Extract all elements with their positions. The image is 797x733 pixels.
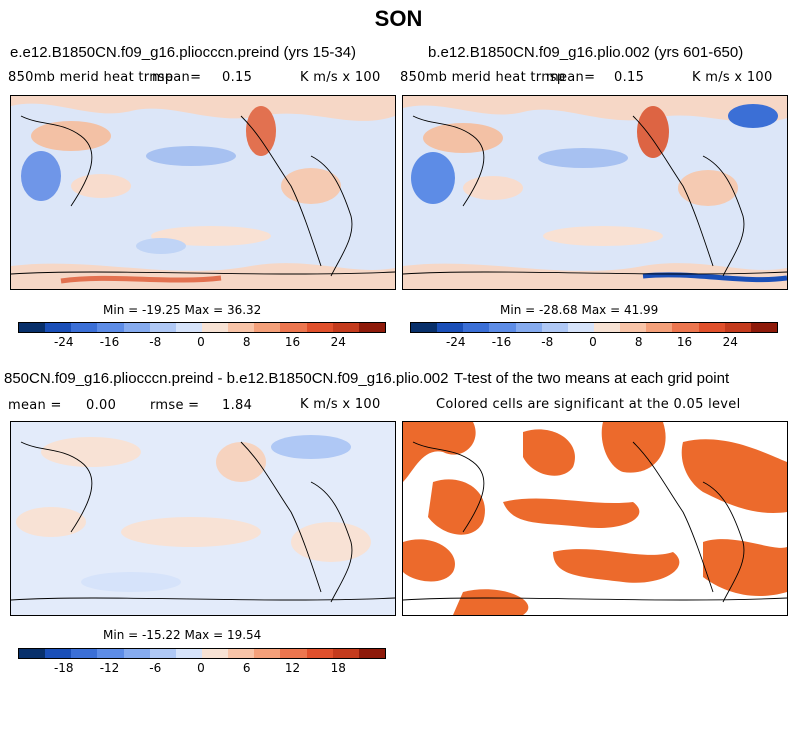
panel1-min-max: Min = -19.25 Max = 36.32: [103, 303, 262, 317]
colorbar-tick-label: 16: [676, 335, 693, 349]
figure-title: SON: [374, 6, 423, 31]
panel2-min-max: Min = -28.68 Max = 41.99: [500, 303, 659, 317]
panel4-title: T-test of the two means at each grid poi…: [454, 370, 730, 387]
colorbar-swatch: [672, 323, 699, 332]
colorbar-swatch: [45, 649, 72, 658]
colorbar-swatch: [541, 323, 568, 332]
colorbar-swatch: [254, 323, 281, 332]
colorbar-tick-label: -16: [491, 335, 512, 349]
panel1-map: [10, 95, 396, 290]
colorbar-tick-label: 0: [589, 335, 597, 349]
colorbar-tick-label: 16: [284, 335, 301, 349]
colorbar-tick-label: -6: [149, 661, 162, 675]
colorbar-swatch: [201, 323, 229, 332]
panel1-title: e.e12.B1850CN.f09_g16.pliocccn.preind (y…: [10, 44, 357, 61]
colorbar-swatch: [228, 323, 255, 332]
panel3-min-max: Min = -15.22 Max = 19.54: [103, 628, 262, 642]
panel1-variable-label: 850mb merid heat trnsp: [8, 70, 174, 85]
colorbar-tick-label: -8: [541, 335, 554, 349]
colorbar-swatch: [228, 649, 255, 658]
colorbar-tick-label: 24: [722, 335, 738, 349]
colorbar-swatch: [698, 323, 725, 332]
colorbar-swatch: [620, 323, 647, 332]
colorbar-swatch: [515, 323, 542, 332]
colorbar-tick-label: 0: [197, 335, 205, 349]
colorbar-tick-label: 0: [197, 661, 205, 675]
panel1-units: K m/s x 100: [300, 70, 381, 85]
panel2-title: b.e12.B1850CN.f09_g16.plio.002 (yrs 601-…: [428, 44, 744, 61]
panel2-units: K m/s x 100: [692, 70, 773, 85]
colorbar-tick-label: -24: [445, 335, 466, 349]
colorbar-swatch: [593, 323, 621, 332]
colorbar-swatch: [358, 323, 385, 332]
colorbar-swatch: [254, 649, 281, 658]
colorbar-tick-label: 24: [330, 335, 346, 349]
panel4-subtitle: Colored cells are significant at the 0.0…: [436, 397, 741, 412]
colorbar-swatch: [724, 323, 751, 332]
colorbar-tick-label: 12: [284, 661, 301, 675]
panel3-map: [10, 421, 396, 616]
colorbar-swatch: [411, 323, 438, 332]
panel3-mean-label: mean =: [8, 398, 62, 413]
panel3-title: 850CN.f09_g16.pliocccn.preind - b.e12.B1…: [4, 370, 449, 387]
colorbar-swatch: [123, 649, 150, 658]
panel3-rmse-label: rmse =: [150, 398, 200, 413]
colorbar-tick-label: -12: [99, 661, 120, 675]
colorbar-swatch: [71, 323, 98, 332]
colorbar-swatch: [750, 323, 777, 332]
colorbar-swatch: [149, 649, 176, 658]
colorbar-swatch: [437, 323, 464, 332]
panel3-mean-value: 0.00: [86, 398, 117, 413]
colorbar-swatch: [175, 323, 202, 332]
colorbar-tick-label: 8: [242, 335, 251, 349]
panel3-units: K m/s x 100: [300, 397, 381, 412]
panel1-colorbar: [18, 322, 386, 333]
colorbar-tick-label: -18: [53, 661, 74, 675]
panel3-rmse-value: 1.84: [222, 398, 253, 413]
colorbar-tick-label: 6: [242, 661, 251, 675]
colorbar-swatch: [332, 649, 359, 658]
colorbar-swatch: [149, 323, 176, 332]
panel2-mean-label: mean=: [546, 70, 596, 85]
colorbar-tick-label: -24: [53, 335, 74, 349]
colorbar-swatch: [280, 649, 307, 658]
panel2-variable-label: 850mb merid heat trnsp: [400, 70, 566, 85]
colorbar-swatch: [489, 323, 516, 332]
colorbar-tick-label: 8: [634, 335, 643, 349]
panel2-mean-value: 0.15: [614, 70, 645, 85]
colorbar-tick-label: -8: [149, 335, 162, 349]
colorbar-swatch: [567, 323, 594, 332]
panel4-map: [402, 421, 788, 616]
panel2-map: [402, 95, 788, 290]
colorbar-swatch: [201, 649, 229, 658]
colorbar-swatch: [332, 323, 359, 332]
colorbar-tick-label: 18: [330, 661, 346, 675]
colorbar-swatch: [646, 323, 673, 332]
panel2-colorbar: [410, 322, 778, 333]
colorbar-swatch: [97, 323, 124, 332]
colorbar-tick-label: -16: [99, 335, 120, 349]
colorbar-swatch: [358, 649, 385, 658]
colorbar-swatch: [45, 323, 72, 332]
panel1-mean-label: mean=: [152, 70, 202, 85]
panel3-colorbar: [18, 648, 386, 659]
colorbar-swatch: [306, 323, 333, 332]
colorbar-swatch: [97, 649, 124, 658]
colorbar-swatch: [71, 649, 98, 658]
colorbar-swatch: [19, 649, 46, 658]
colorbar-swatch: [280, 323, 307, 332]
colorbar-swatch: [463, 323, 490, 332]
colorbar-swatch: [306, 649, 333, 658]
colorbar-swatch: [123, 323, 150, 332]
colorbar-swatch: [175, 649, 202, 658]
panel1-mean-value: 0.15: [222, 70, 253, 85]
colorbar-swatch: [19, 323, 46, 332]
